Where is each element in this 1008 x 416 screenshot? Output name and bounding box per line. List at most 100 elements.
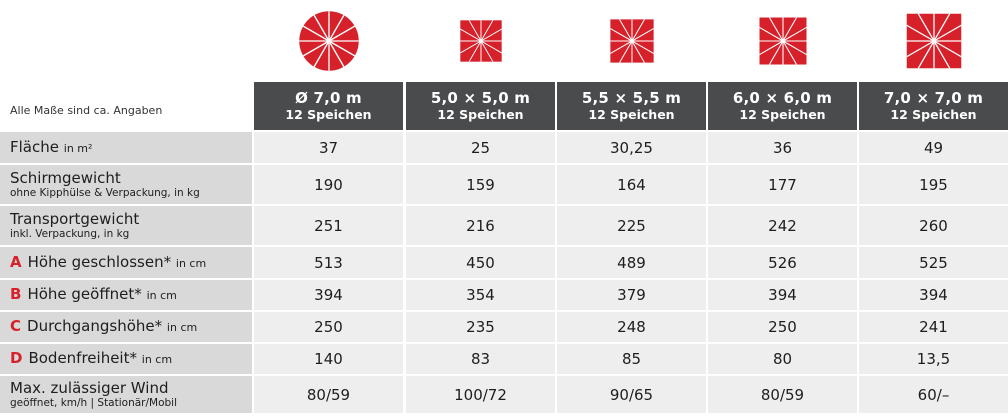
row-label-main: C Durchgangshöhe* in cm [10, 318, 252, 336]
table-cell: 30,25 [557, 132, 706, 163]
dimension-letter: A [10, 252, 22, 271]
row-label-sub: inkl. Verpackung, in kg [10, 227, 130, 240]
table-row: Transportgewicht inkl. Verpackung, in kg 2… [0, 206, 1008, 245]
table-cell: 25 [406, 132, 555, 163]
table-cell: 49 [859, 132, 1008, 163]
table-cell: 450 [406, 247, 555, 278]
row-label-text: Transportgewicht [10, 209, 140, 228]
column-header-5: 7,0 × 7,0 m 12 Speichen [859, 82, 1008, 130]
table-row: B Höhe geöffnet* in cm 394 354 379 394 394 [0, 280, 1008, 310]
row-label-text: Schirmgewicht [10, 168, 121, 187]
dimension-letter: C [10, 317, 22, 335]
column-spokes: 12 Speichen [285, 107, 372, 122]
table-cell: 140 [254, 344, 403, 374]
row-label-main: B Höhe geöffnet* in cm [10, 286, 252, 304]
row-label: Max. zulässiger Wind geöffnet, km/h | Sta… [0, 376, 252, 413]
round-umbrella-icon [298, 11, 359, 71]
table-cell: 80/59 [708, 376, 857, 413]
table-cell: 190 [254, 165, 403, 204]
row-label-text: Bodenfreiheit* [28, 349, 137, 367]
row-label: C Durchgangshöhe* in cm [0, 312, 252, 342]
table-cell: 177 [708, 165, 857, 204]
row-label-unit: in cm [146, 289, 177, 302]
column-spokes: 12 Speichen [437, 107, 524, 122]
row-label-sub: ohne Kipphülse & Verpackung, in kg [10, 186, 200, 199]
table-row: D Bodenfreiheit* in cm 140 83 85 80 13,5 [0, 344, 1008, 374]
column-spokes: 12 Speichen [890, 107, 977, 122]
table-cell: 216 [406, 206, 555, 245]
row-label-main: A Höhe geschlossen* in cm [10, 252, 252, 272]
table-cell: 250 [708, 312, 857, 342]
umbrella-icon-row [0, 0, 1008, 82]
column-size: 7,0 × 7,0 m [883, 89, 984, 107]
table-cell: 195 [859, 165, 1008, 204]
table-row: Max. zulässiger Wind geöffnet, km/h | Sta… [0, 376, 1008, 413]
table-row: C Durchgangshöhe* in cm 250 235 248 250 241 [0, 312, 1008, 342]
table-cell: 36 [708, 132, 857, 163]
table-cell: 354 [406, 280, 555, 310]
table-cell: 394 [708, 280, 857, 310]
row-label: B Höhe geöffnet* in cm [0, 280, 252, 310]
column-size: Ø 7,0 m [295, 89, 362, 107]
icon-cell-2 [406, 0, 555, 82]
table-cell: 100/72 [406, 376, 555, 413]
table-cell: 90/65 [557, 376, 706, 413]
column-size: 5,5 × 5,5 m [581, 89, 682, 107]
table-cell: 241 [859, 312, 1008, 342]
column-size: 6,0 × 6,0 m [732, 89, 833, 107]
row-label-unit: in m² [63, 141, 93, 155]
row-label-unit: in cm [166, 321, 198, 334]
table-cell: 159 [406, 165, 555, 204]
table-cell: 394 [859, 280, 1008, 310]
table-cell: 526 [708, 247, 857, 278]
row-label-text: Höhe geschlossen* [27, 252, 172, 271]
table-cell: 242 [708, 206, 857, 245]
table-cell: 379 [557, 280, 706, 310]
table-cell: 251 [254, 206, 403, 245]
row-label: D Bodenfreiheit* in cm [0, 344, 252, 374]
row-label: Schirmgewicht ohne Kipphülse & Verpackung… [0, 165, 252, 204]
table-row: Schirmgewicht ohne Kipphülse & Verpackung… [0, 165, 1008, 204]
table-cell: 164 [557, 165, 706, 204]
column-size: 5,0 × 5,0 m [430, 89, 531, 107]
table-cell: 37 [254, 132, 403, 163]
table-row: Fläche in m² 37 25 30,25 36 49 [0, 132, 1008, 163]
row-label-sub: geöffnet, km/h | Stationär/Mobil [10, 396, 178, 409]
row-label-text: Max. zulässiger Wind [10, 378, 169, 397]
row-label-main: D Bodenfreiheit* in cm [10, 350, 252, 368]
column-spokes: 12 Speichen [739, 107, 826, 122]
row-label: Fläche in m² [0, 132, 252, 163]
column-header-2: 5,0 × 5,0 m 12 Speichen [406, 82, 555, 130]
table-row: A Höhe geschlossen* in cm 513 450 489 526 525 [0, 247, 1008, 278]
column-header-3: 5,5 × 5,5 m 12 Speichen [557, 82, 706, 130]
table-cell: 250 [254, 312, 403, 342]
dimension-letter: D [10, 349, 23, 367]
table-cell: 13,5 [859, 344, 1008, 374]
row-label-main: Schirmgewicht [10, 168, 252, 187]
column-spokes: 12 Speichen [588, 107, 675, 122]
table-cell: 525 [859, 247, 1008, 278]
row-label-text: Höhe geöffnet* [27, 285, 142, 303]
row-label-text: Durchgangshöhe* [27, 317, 163, 335]
row-label-main: Max. zulässiger Wind [10, 378, 252, 397]
row-label: Transportgewicht inkl. Verpackung, in kg [0, 206, 252, 245]
row-label-unit: in cm [141, 353, 173, 366]
square-umbrella-icon [609, 19, 654, 63]
table-cell: 85 [557, 344, 706, 374]
square-umbrella-icon [459, 20, 502, 62]
row-label-main: Fläche in m² [10, 137, 252, 157]
square-umbrella-icon [905, 13, 962, 69]
icon-cell-5 [859, 0, 1008, 82]
table-cell: 80/59 [254, 376, 403, 413]
table-cell: 260 [859, 206, 1008, 245]
icon-cell-4 [708, 0, 857, 82]
table-cell: 83 [406, 344, 555, 374]
table-cell: 60/– [859, 376, 1008, 413]
dimension-letter: B [10, 285, 22, 303]
row-label-text: Fläche [10, 137, 59, 156]
table-cell: 513 [254, 247, 403, 278]
icon-cell-1 [254, 0, 403, 82]
column-header-1: Ø 7,0 m 12 Speichen [254, 82, 403, 130]
row-label-unit: in cm [175, 256, 207, 270]
table-cell: 394 [254, 280, 403, 310]
